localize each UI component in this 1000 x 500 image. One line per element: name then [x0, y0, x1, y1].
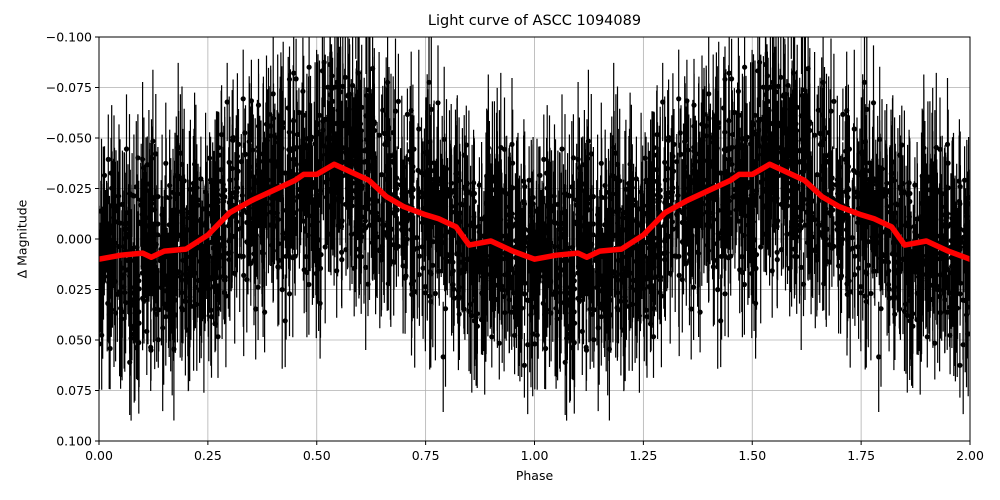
y-tick-label: 0.025 — [56, 282, 92, 297]
x-tick-label: 0.25 — [194, 448, 222, 463]
x-tick-label: 1.50 — [738, 448, 766, 463]
x-tick-label: 0.75 — [412, 448, 440, 463]
x-tick-label: 1.25 — [629, 448, 657, 463]
y-tick-label: 0.100 — [56, 434, 92, 449]
mean-curve-line — [99, 161, 970, 262]
x-tick-label: 1.75 — [847, 448, 875, 463]
x-tick-label: 1.00 — [521, 448, 549, 463]
mean-curve — [99, 161, 970, 262]
x-axis-label: Phase — [515, 468, 554, 483]
x-axis-ticks: 0.00 0.25 0.50 0.75 1.00 1.25 1.50 1.75 2.00 — [85, 441, 984, 463]
y-tick-label: −0.100 — [46, 30, 92, 45]
y-axis-ticks: −0.100 −0.075 −0.050 −0.025 0.000 0.025 0.050 0… — [46, 30, 99, 449]
y-tick-label: 0.050 — [56, 333, 92, 348]
chart-title: Light curve of ASCC 1094089 — [427, 13, 642, 29]
x-tick-label: 2.00 — [956, 448, 984, 463]
y-tick-label: −0.025 — [46, 181, 92, 196]
y-tick-label: −0.075 — [46, 80, 92, 95]
y-tick-label: −0.050 — [46, 131, 92, 146]
y-tick-label: 0.000 — [56, 232, 92, 247]
x-tick-label: 0.50 — [303, 448, 331, 463]
x-tick-label: 0.00 — [85, 448, 113, 463]
y-tick-label: 0.075 — [56, 383, 92, 398]
